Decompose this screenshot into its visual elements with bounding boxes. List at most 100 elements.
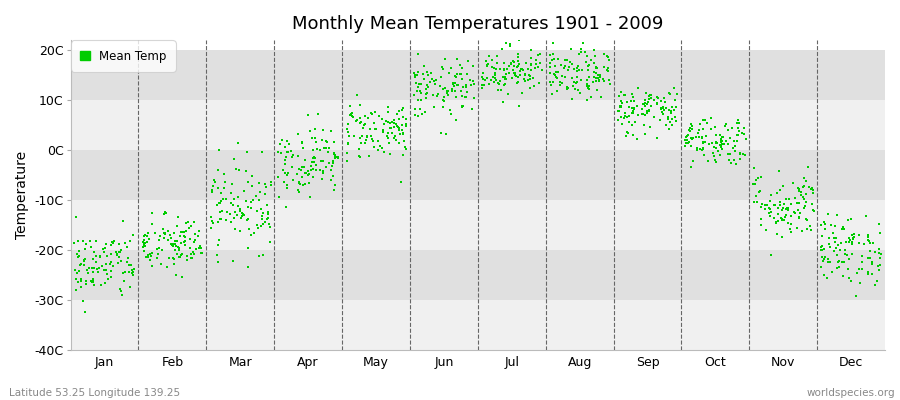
Point xyxy=(306,166,320,172)
Point xyxy=(523,73,537,80)
Point xyxy=(499,81,513,87)
Point xyxy=(85,265,99,272)
Point xyxy=(166,255,180,261)
Point xyxy=(292,189,306,196)
Point xyxy=(280,138,294,144)
Point xyxy=(622,104,636,110)
Point xyxy=(211,218,225,225)
Point xyxy=(769,219,783,225)
Point xyxy=(376,121,391,127)
Point xyxy=(504,61,518,67)
Point xyxy=(329,154,344,160)
Point xyxy=(829,235,843,242)
Point xyxy=(319,138,333,144)
Point xyxy=(327,139,341,146)
Point xyxy=(614,89,628,96)
Point xyxy=(873,255,887,262)
Point xyxy=(754,201,769,207)
Point xyxy=(524,47,538,54)
Point xyxy=(643,106,657,113)
Point xyxy=(698,117,712,123)
Point xyxy=(150,245,165,252)
Point xyxy=(758,206,772,212)
Point xyxy=(708,140,723,146)
Point xyxy=(302,112,316,118)
Point xyxy=(709,145,724,152)
Point xyxy=(381,130,395,136)
Point xyxy=(69,270,84,276)
Point xyxy=(655,110,670,117)
Point xyxy=(145,250,159,256)
Point xyxy=(570,79,584,86)
Point xyxy=(855,259,869,266)
Point xyxy=(296,182,310,188)
Point xyxy=(543,60,557,66)
Point xyxy=(353,154,367,160)
Point xyxy=(302,172,316,178)
Point xyxy=(326,160,340,166)
Point xyxy=(339,126,354,132)
Point xyxy=(715,142,729,148)
Point xyxy=(77,262,92,268)
Point xyxy=(73,262,87,269)
Point xyxy=(459,84,473,90)
Point xyxy=(532,80,546,86)
Point xyxy=(662,106,677,113)
Point xyxy=(418,86,433,92)
Point xyxy=(79,281,94,287)
Point xyxy=(872,249,886,256)
Point xyxy=(814,242,829,249)
Point xyxy=(616,115,631,122)
Point xyxy=(614,102,628,109)
Point xyxy=(419,69,434,76)
Point xyxy=(590,64,604,71)
Point xyxy=(704,126,718,132)
Point xyxy=(394,122,409,128)
Point xyxy=(172,254,186,260)
Point xyxy=(746,180,760,187)
Point xyxy=(797,175,812,181)
Point xyxy=(842,234,856,241)
Point xyxy=(284,154,299,160)
Point xyxy=(116,218,130,224)
Point xyxy=(224,190,238,196)
Point xyxy=(832,258,846,265)
Point xyxy=(284,148,299,154)
Point xyxy=(680,132,695,138)
Point xyxy=(110,251,124,258)
Point xyxy=(348,118,363,124)
Point xyxy=(136,244,150,250)
Point xyxy=(158,230,173,237)
Point xyxy=(842,239,856,246)
Point xyxy=(485,56,500,63)
Point xyxy=(399,121,413,127)
Point xyxy=(804,186,818,192)
Point xyxy=(261,214,275,221)
Point xyxy=(449,117,464,123)
Point xyxy=(822,241,836,247)
Point xyxy=(364,110,378,116)
Point xyxy=(823,259,837,265)
Point xyxy=(626,94,640,100)
Point xyxy=(800,225,814,232)
Point xyxy=(379,118,393,125)
Point xyxy=(474,84,489,91)
Point xyxy=(580,96,594,103)
Point xyxy=(570,74,584,80)
Point xyxy=(157,211,171,217)
Point xyxy=(453,71,467,77)
Point xyxy=(408,73,422,80)
Point xyxy=(212,216,227,222)
Point xyxy=(78,256,93,262)
Point xyxy=(669,104,683,110)
Point xyxy=(644,94,659,101)
Point xyxy=(843,237,858,243)
Point xyxy=(792,185,806,192)
Point xyxy=(479,58,493,64)
Point xyxy=(112,241,126,247)
Point xyxy=(630,103,644,110)
Point xyxy=(234,212,248,219)
Point xyxy=(349,92,364,98)
Point xyxy=(440,92,454,99)
Point xyxy=(354,140,368,146)
